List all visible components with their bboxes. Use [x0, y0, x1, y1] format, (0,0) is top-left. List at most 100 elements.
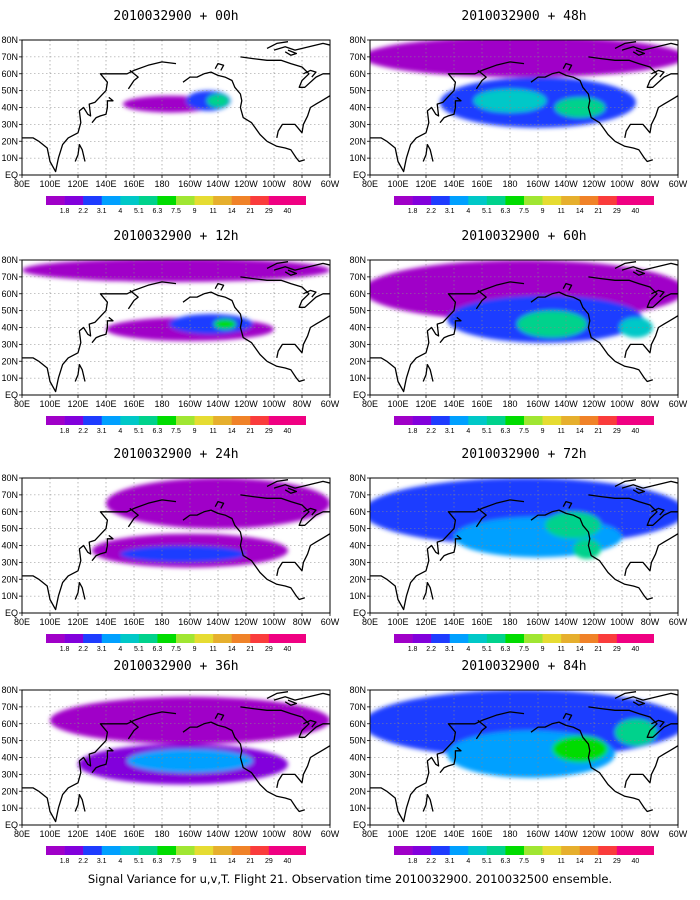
- colorbar-swatch: [46, 196, 65, 205]
- colorbar-label: 21: [246, 646, 254, 653]
- coastline: [22, 61, 177, 173]
- y-tick-label: EQ: [353, 170, 366, 180]
- y-tick-label: 70N: [349, 272, 366, 282]
- x-tick-label: 100W: [610, 829, 634, 839]
- coastline: [370, 281, 525, 393]
- panel-title: 2010032900 + 72h: [461, 447, 586, 462]
- variance-region: [554, 97, 606, 118]
- colorbar: 1.8 2.2 3.1 4 5.1 6.3 7.5 9 11 14 21 29 40: [46, 416, 306, 435]
- colorbar-label: 21: [594, 208, 602, 215]
- colorbar-label: 9: [541, 646, 545, 653]
- x-tick-label: 180: [154, 399, 169, 409]
- y-tick-label: 30N: [1, 119, 18, 129]
- colorbar-swatch: [46, 416, 65, 425]
- colorbar-swatch: [598, 846, 618, 855]
- coastline: [439, 316, 462, 344]
- x-tick-label: 160W: [178, 399, 202, 409]
- y-tick-label: 50N: [349, 306, 366, 316]
- colorbar-swatch: [138, 416, 158, 425]
- colorbar-label: 1.8: [60, 208, 70, 215]
- colorbar-label: 5.1: [134, 208, 144, 215]
- x-tick-label: 140E: [443, 617, 464, 627]
- coastline: [588, 706, 678, 738]
- colorbar-label: 2.2: [426, 428, 436, 435]
- variance-region: [120, 545, 246, 563]
- coastline: [74, 793, 86, 812]
- colorbar-label: 6.3: [501, 858, 511, 865]
- colorbar-swatch: [194, 634, 214, 643]
- x-tick-label: 100E: [387, 617, 408, 627]
- colorbar: 1.8 2.2 3.1 4 5.1 6.3 7.5 9 11 14 21 29 40: [46, 196, 306, 215]
- colorbar-label: 11: [210, 646, 217, 653]
- colorbar-swatch: [579, 846, 599, 855]
- colorbar-label: 5.1: [134, 858, 144, 865]
- panel-title: 2010032900 + 48h: [461, 9, 586, 24]
- colorbar: 1.8 2.2 3.1 4 5.1 6.3 7.5 9 11 14 21 29 40: [46, 846, 306, 865]
- colorbar-swatch: [579, 196, 599, 205]
- coastline: [651, 719, 665, 728]
- y-tick-label: 70N: [349, 52, 366, 62]
- colorbar-label: 21: [246, 428, 254, 435]
- colorbar-swatch: [268, 416, 288, 425]
- colorbar-swatch: [83, 846, 103, 855]
- y-tick-label: 50N: [1, 306, 18, 316]
- colorbar-swatch: [431, 846, 451, 855]
- colorbar-swatch: [542, 634, 562, 643]
- variance-region: [573, 538, 601, 559]
- colorbar-swatch: [449, 634, 469, 643]
- x-tick-label: 100E: [39, 617, 60, 627]
- x-tick-label: 140W: [206, 179, 230, 189]
- map-panel: 2010032900 + 12h 80E 100E 120E 140E 160E 180 16…: [1, 229, 339, 435]
- colorbar-label: 29: [613, 858, 621, 865]
- x-tick-label: 100E: [387, 179, 408, 189]
- y-tick-label: 20N: [1, 136, 18, 146]
- colorbar-label: 11: [558, 208, 565, 215]
- map-panel: 2010032900 + 72h 80E 100E 120E 140E 160E 180 16…: [349, 447, 687, 653]
- colorbar-label: 14: [576, 428, 584, 435]
- colorbar-swatch: [287, 846, 306, 855]
- y-tick-label: EQ: [353, 820, 366, 830]
- colorbar-swatch: [468, 634, 488, 643]
- colorbar-swatch: [268, 196, 288, 205]
- y-tick-label: 80N: [349, 473, 366, 483]
- colorbar-swatch: [505, 634, 525, 643]
- coastline: [439, 534, 462, 562]
- y-tick-label: 40N: [349, 103, 366, 113]
- coastline: [562, 712, 573, 721]
- coastline: [266, 479, 289, 487]
- colorbar-label: 14: [576, 858, 584, 865]
- x-tick-label: 80E: [362, 399, 378, 409]
- y-tick-label: 40N: [1, 753, 18, 763]
- x-tick-label: 100W: [610, 179, 634, 189]
- coastline: [273, 480, 330, 489]
- colorbar-label: 9: [541, 428, 545, 435]
- colorbar-label: 21: [246, 208, 254, 215]
- coastline: [74, 581, 86, 600]
- map-panel: 2010032900 + 60h 80E 100E 120E 140E 160E 180 16…: [349, 229, 687, 435]
- x-tick-label: 120W: [582, 399, 606, 409]
- colorbar-swatch: [635, 846, 654, 855]
- colorbar-swatch: [120, 634, 140, 643]
- colorbar-label: 29: [265, 858, 273, 865]
- y-tick-label: 80N: [1, 255, 18, 265]
- colorbar-label: 29: [613, 428, 621, 435]
- map-panel: 2010032900 + 24h 80E 100E 120E 140E 160E 180 16…: [1, 447, 339, 653]
- x-tick-label: 160E: [123, 829, 144, 839]
- y-tick-label: 10N: [1, 591, 18, 601]
- colorbar-swatch: [64, 634, 84, 643]
- y-tick-label: 20N: [349, 356, 366, 366]
- colorbar-swatch: [120, 846, 140, 855]
- y-tick-label: 50N: [349, 736, 366, 746]
- x-tick-label: 120E: [67, 399, 88, 409]
- x-tick-label: 140W: [554, 179, 578, 189]
- colorbar-swatch: [138, 846, 158, 855]
- x-tick-label: 140E: [443, 829, 464, 839]
- coastline: [621, 480, 678, 489]
- colorbar-label: 2.2: [426, 858, 436, 865]
- x-tick-label: 80E: [362, 617, 378, 627]
- colorbar-label: 1.8: [60, 858, 70, 865]
- colorbar-label: 5.1: [482, 208, 492, 215]
- colorbar-swatch: [635, 416, 654, 425]
- colorbar-swatch: [394, 196, 413, 205]
- colorbar-label: 6.3: [501, 428, 511, 435]
